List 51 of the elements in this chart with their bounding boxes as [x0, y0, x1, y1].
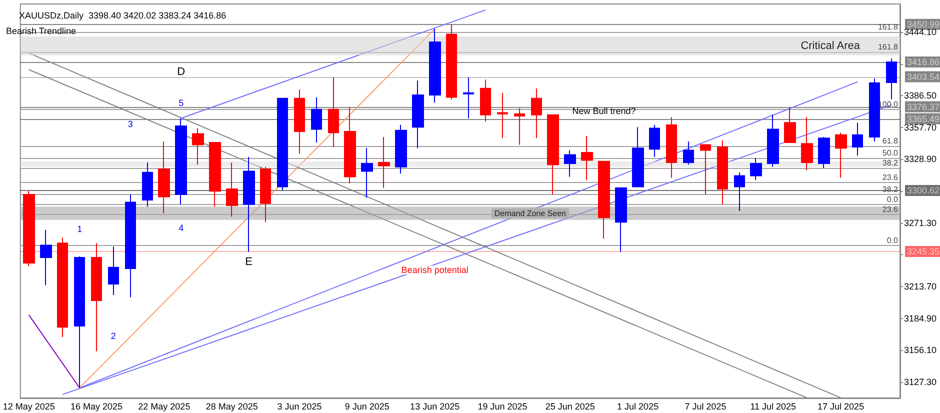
y-tick-label: 3156.10 [904, 345, 937, 356]
annotation: 4 [178, 223, 184, 233]
annotation: New Bull trend? [572, 106, 636, 116]
ref-line-label: 3403.54 [907, 72, 940, 82]
band-label: Demand Zone Seen [494, 208, 566, 218]
x-tick-label: 25 Jun 2025 [545, 402, 595, 412]
x-tick-label: 13 Jun 2025 [410, 402, 460, 412]
annotation: Bearish Trendline [6, 26, 76, 36]
ref-line-label: 3300.62 [907, 185, 940, 196]
text: XAUUSDz,Daily 3398.40 3420.02 3383.24 3416.86 [19, 10, 226, 20]
ref-line-label: 3245.35 [907, 246, 940, 257]
x-tick-label: 17 Jul 2025 [818, 402, 864, 412]
y-tick-label: 3328.90 [904, 154, 937, 164]
annotation: 50.0 [882, 148, 899, 158]
x-tick-label: 11 Jul 2025 [750, 402, 796, 412]
y-tick-label: 3213.70 [904, 282, 937, 292]
annotation: 61.8 [882, 136, 899, 146]
annotation: 23.6 [882, 172, 899, 182]
y-tick-label: 3386.50 [904, 90, 937, 101]
ref-line-label: 3365.49 [907, 114, 940, 124]
x-tick-label: 9 Jun 2025 [344, 402, 390, 412]
annotation: 3 [128, 119, 133, 129]
x-tick-label: 28 May 2025 [206, 402, 258, 412]
ref-line-label: 3450.99 [907, 19, 940, 30]
x-tick-label: 12 May 2025 [2, 402, 55, 412]
y-tick-label: 3271.30 [904, 218, 937, 228]
annotation: 1 [77, 224, 82, 234]
annotation: 23.6 [882, 204, 899, 214]
x-tick-label: 22 May 2025 [138, 402, 190, 412]
annotation: 38.2 [882, 158, 899, 168]
x-tick-label: 19 Jun 2025 [478, 402, 528, 412]
annotation: 2 [110, 331, 116, 341]
annotation: 161.8 [878, 22, 899, 32]
y-tick-label: 3444.10 [904, 26, 937, 37]
annotation: 161.8 [878, 42, 899, 52]
annotation: E [245, 256, 252, 268]
x-tick-label: 7 Jul 2025 [684, 402, 726, 412]
x-tick-label: 1 Jul 2025 [617, 402, 659, 412]
y-tick-label: 3357.70 [904, 122, 937, 132]
ref-line-label: 3416.86 [907, 57, 940, 68]
y-tick-label: 3127.30 [904, 376, 937, 387]
annotation: Bearish potential [401, 265, 468, 275]
x-tick-label: 3 Jun 2025 [277, 402, 322, 412]
annotation: 0.0 [886, 236, 899, 245]
x-tick-label: 16 May 2025 [70, 402, 123, 412]
band-label: Critical Area [800, 40, 861, 52]
ref-line-label: 3376.37 [907, 102, 940, 112]
annotation: D [177, 66, 186, 78]
y-tick-label: 3184.90 [904, 313, 937, 324]
annotation: 0.0 [886, 194, 899, 204]
annotation: 5 [178, 98, 184, 108]
